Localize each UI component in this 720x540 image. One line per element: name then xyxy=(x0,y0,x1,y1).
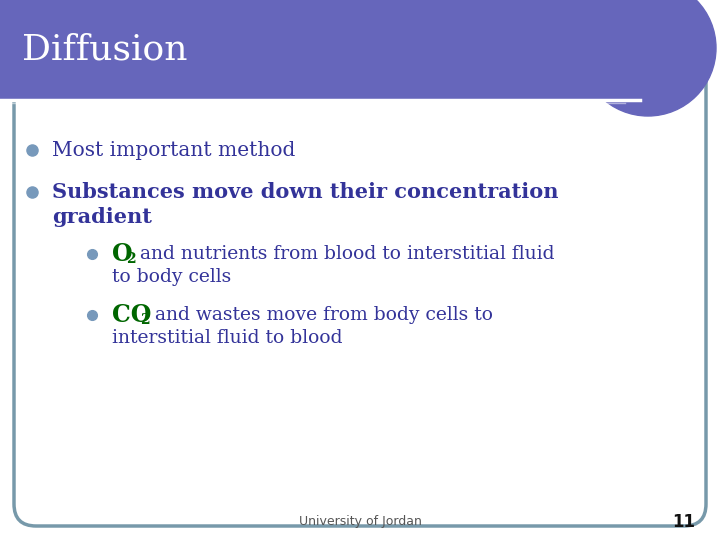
Text: and nutrients from blood to interstitial fluid: and nutrients from blood to interstitial… xyxy=(134,245,554,263)
FancyBboxPatch shape xyxy=(14,56,706,526)
Text: CO: CO xyxy=(112,303,151,327)
Text: Substances move down their concentration: Substances move down their concentration xyxy=(52,182,559,202)
FancyBboxPatch shape xyxy=(0,0,658,100)
Text: University of Jordan: University of Jordan xyxy=(299,516,421,529)
Text: 11: 11 xyxy=(672,513,695,531)
Text: 2: 2 xyxy=(140,313,150,327)
Text: to body cells: to body cells xyxy=(112,268,231,286)
Circle shape xyxy=(580,0,716,116)
Text: Diffusion: Diffusion xyxy=(22,33,187,67)
Text: interstitial fluid to blood: interstitial fluid to blood xyxy=(112,329,343,347)
Text: Most important method: Most important method xyxy=(52,140,295,159)
Text: and wastes move from body cells to: and wastes move from body cells to xyxy=(149,306,493,324)
Text: gradient: gradient xyxy=(52,207,152,227)
Text: 2: 2 xyxy=(126,252,135,266)
Text: O: O xyxy=(112,242,132,266)
